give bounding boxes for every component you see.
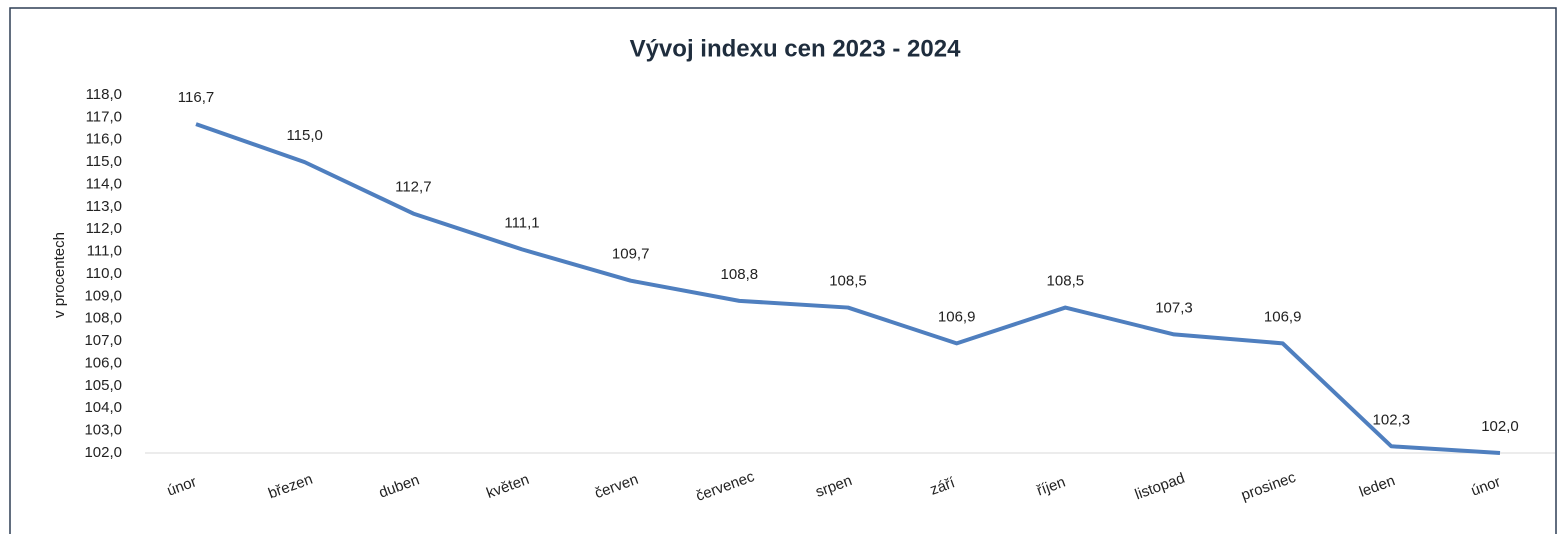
y-tick-label: 109,0 (84, 287, 122, 304)
data-label: 108,5 (829, 273, 867, 290)
data-line (195, 122, 1501, 455)
data-label: 108,5 (1047, 273, 1085, 290)
y-tick-label: 103,0 (84, 422, 122, 439)
y-tick-label: 102,0 (84, 444, 122, 461)
y-tick-label: 110,0 (86, 265, 122, 282)
chart-title: Vývoj indexu cen 2023 - 2024 (630, 35, 961, 62)
data-label: 115,0 (286, 127, 322, 144)
data-label: 102,0 (1481, 418, 1519, 435)
y-tick-label: 116,0 (86, 131, 122, 148)
y-tick-label: 106,0 (84, 354, 122, 371)
data-label: 107,3 (1155, 299, 1193, 316)
y-tick-label: 104,0 (84, 399, 122, 416)
data-label: 112,7 (395, 179, 431, 196)
data-label: 109,7 (612, 246, 650, 263)
chart-frame (9, 7, 1557, 534)
y-tick-label: 107,0 (84, 332, 122, 349)
y-tick-label: 115,0 (86, 153, 122, 170)
y-tick-label: 117,0 (86, 108, 122, 125)
y-tick-label: 111,0 (87, 243, 122, 260)
data-label: 106,9 (938, 308, 976, 325)
y-tick-label: 114,0 (86, 175, 122, 192)
data-label: 106,9 (1264, 308, 1302, 325)
data-label: 111,1 (504, 214, 539, 231)
y-tick-label: 113,0 (86, 198, 122, 215)
data-label: 102,3 (1373, 411, 1411, 428)
y-tick-label: 118,0 (86, 86, 122, 103)
data-label: 108,8 (721, 266, 759, 283)
y-tick-label: 112,0 (86, 220, 122, 237)
y-tick-label: 108,0 (84, 310, 122, 327)
data-label: 116,7 (178, 89, 214, 106)
y-axis-title: v procentech (51, 232, 68, 318)
y-tick-label: 105,0 (84, 377, 122, 394)
